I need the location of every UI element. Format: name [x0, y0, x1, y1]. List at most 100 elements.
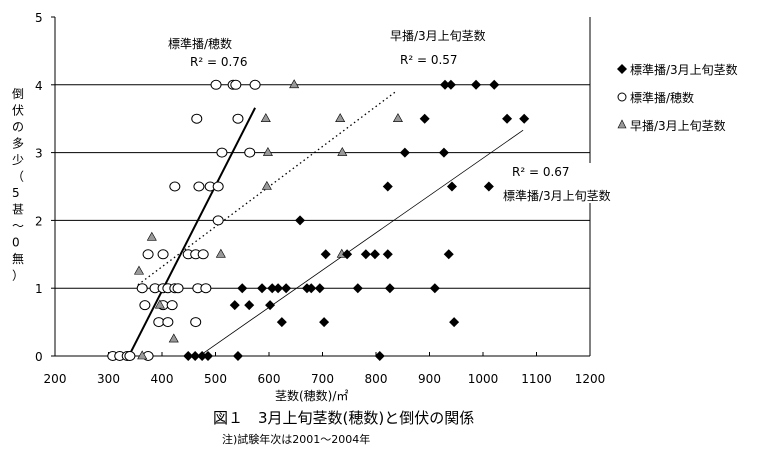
- data-point-circle: [166, 300, 178, 311]
- data-point-diamond: [352, 283, 363, 294]
- legend-label-standard-spikes: 標準播/穂数: [630, 90, 694, 105]
- data-point-diamond: [237, 283, 248, 294]
- legend-diamond-icon: [617, 64, 627, 74]
- data-point-triangle: [215, 248, 226, 258]
- trend-line: [202, 129, 524, 354]
- r2-standard-stems: R² = 0.67: [512, 165, 570, 179]
- data-point-diamond: [229, 300, 240, 311]
- annotation-early-stems: 早播/3月上旬茎数: [390, 28, 486, 43]
- figure-caption: 図１ 3月上旬茎数(穂数)と倒伏の関係: [213, 409, 474, 427]
- trend-line: [129, 107, 256, 355]
- data-point-diamond: [295, 215, 306, 226]
- x-tick-label: 300: [97, 372, 120, 386]
- y-axis-label: 倒伏の多少（ 5 甚～ 0 無）: [12, 87, 24, 283]
- data-point-diamond: [443, 249, 454, 260]
- figure-note: 注)試験年次は2001～2004年: [222, 432, 370, 446]
- data-point-circle: [193, 181, 205, 192]
- legend-circle-icon: [617, 92, 627, 102]
- data-point-circle: [197, 249, 209, 260]
- data-point-triangle: [168, 333, 179, 343]
- data-point-circle: [200, 283, 212, 294]
- legend: 標準播/3月上旬茎数 標準播/穂数 早播/3月上旬茎数: [617, 62, 738, 133]
- x-tick-label: 600: [258, 372, 281, 386]
- data-point-circle: [212, 181, 224, 192]
- x-tick-label: 1100: [521, 372, 552, 386]
- data-point-diamond: [360, 249, 371, 260]
- data-point-diamond: [519, 113, 530, 124]
- data-point-diamond: [314, 283, 325, 294]
- x-tick-label: 1200: [575, 372, 606, 386]
- data-point-diamond: [440, 79, 451, 90]
- data-point-circle: [142, 249, 154, 260]
- tick-labels: 0 1 2 3 4 5 200 300 400 500 600 700 800 900 1000 1100 12…: [35, 11, 605, 386]
- data-point-circle: [136, 283, 148, 294]
- data-point-circle: [249, 79, 261, 90]
- data-point-diamond: [382, 249, 393, 260]
- data-point-triangle: [260, 113, 271, 122]
- data-point-circle: [190, 317, 202, 328]
- data-point-diamond: [374, 351, 385, 361]
- data-point-diamond: [265, 300, 276, 311]
- data-point-circle: [191, 113, 203, 124]
- data-point-circle: [139, 300, 151, 311]
- data-point-circle: [169, 181, 181, 192]
- x-axis-label: 茎数(穂数)/㎡: [275, 388, 348, 403]
- data-point-circle: [216, 147, 228, 158]
- data-point-triangle: [137, 350, 148, 360]
- data-point-circle: [212, 215, 224, 226]
- data-point-diamond: [276, 317, 287, 328]
- legend-triangle-icon: [617, 119, 627, 129]
- data-point-diamond: [197, 351, 208, 361]
- x-tick-label: 500: [204, 372, 227, 386]
- data-point-diamond: [281, 283, 292, 294]
- x-tick-label: 700: [311, 372, 334, 386]
- data-point-diamond: [502, 113, 513, 124]
- data-point-triangle: [261, 180, 272, 190]
- y-tick-label: 0: [35, 350, 43, 364]
- data-point-circle: [157, 249, 169, 260]
- data-points: [107, 79, 530, 361]
- data-point-diamond: [319, 317, 330, 328]
- data-point-circle: [172, 283, 184, 294]
- data-point-diamond: [399, 147, 410, 158]
- data-point-circle: [162, 317, 174, 328]
- y-tick-label: 1: [35, 282, 43, 296]
- r2-early-stems: R² = 0.57: [400, 53, 458, 67]
- data-point-diamond: [267, 283, 278, 294]
- y-tick-label: 4: [35, 79, 43, 93]
- data-point-diamond: [419, 113, 430, 124]
- data-point-diamond: [446, 181, 457, 192]
- data-point-diamond: [257, 283, 268, 294]
- data-point-diamond: [244, 300, 255, 311]
- data-point-triangle: [154, 299, 165, 309]
- data-point-triangle: [337, 146, 348, 156]
- data-point-circle: [124, 351, 136, 361]
- trend-lines: [129, 91, 524, 355]
- y-tick-label: 2: [35, 214, 43, 228]
- data-point-circle: [244, 147, 256, 158]
- data-point-diamond: [320, 249, 331, 260]
- x-tick-label: 900: [418, 372, 441, 386]
- data-point-triangle: [335, 113, 346, 122]
- data-point-diamond: [445, 79, 456, 90]
- y-tick-label: 3: [35, 147, 43, 161]
- data-point-diamond: [369, 249, 380, 260]
- data-point-diamond: [449, 317, 460, 328]
- legend-label-early-stems: 早播/3月上旬茎数: [630, 118, 726, 133]
- y-tick-label: 5: [35, 11, 43, 25]
- data-point-diamond: [438, 147, 449, 158]
- data-point-diamond: [183, 351, 194, 361]
- data-point-diamond: [232, 351, 243, 361]
- data-point-diamond: [429, 283, 440, 294]
- data-point-circle: [232, 113, 244, 124]
- legend-label-standard-stems: 標準播/3月上旬茎数: [630, 62, 738, 77]
- data-point-circle: [153, 317, 165, 328]
- x-tick-label: 400: [151, 372, 174, 386]
- x-tick-label: 200: [44, 372, 67, 386]
- data-point-circle: [230, 79, 242, 90]
- annotation-standard-spikes: 標準播/穂数: [168, 36, 232, 51]
- data-point-diamond: [203, 351, 214, 361]
- x-tick-label: 800: [365, 372, 388, 386]
- data-point-triangle: [262, 146, 273, 156]
